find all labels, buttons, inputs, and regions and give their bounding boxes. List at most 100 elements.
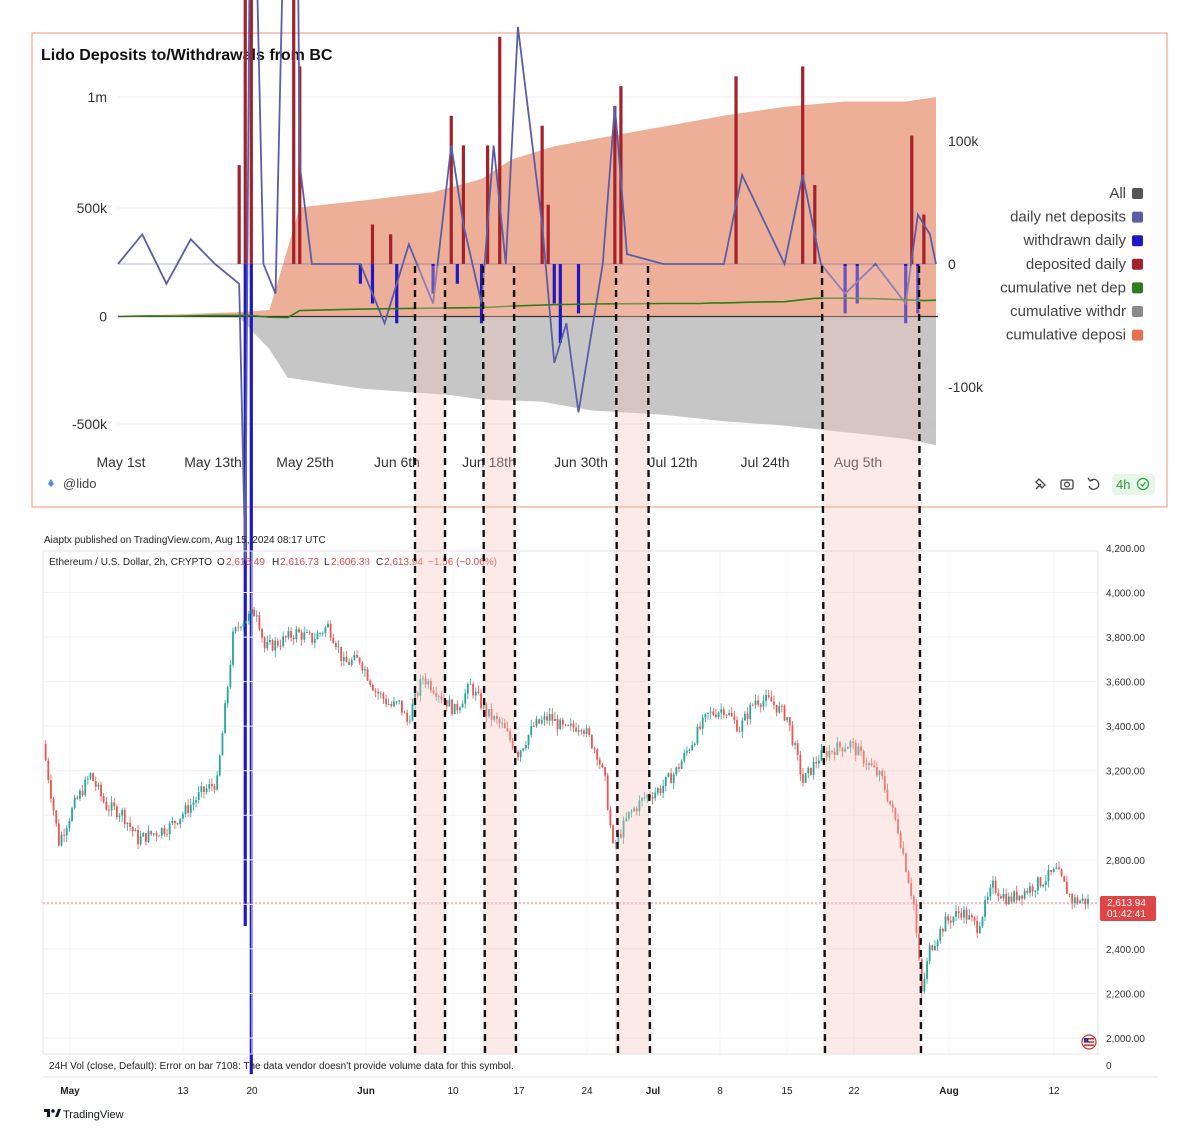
legend-swatch[interactable] xyxy=(1132,258,1143,270)
price-candle-body xyxy=(978,926,981,934)
price-candle-body xyxy=(897,819,899,833)
legend-swatch[interactable] xyxy=(1132,329,1143,341)
price-candle-body xyxy=(145,833,147,843)
price-candle-body xyxy=(947,916,950,921)
price-candle-body xyxy=(910,883,913,896)
legend-swatch[interactable] xyxy=(1132,211,1143,223)
price-candle-body xyxy=(437,696,440,697)
deposited-daily-bar xyxy=(461,145,465,264)
published-note: Aiaptx published on TradingView.com, Aug… xyxy=(44,535,326,546)
highlight-band xyxy=(415,266,445,1054)
price-candle-body xyxy=(1023,890,1026,899)
price-candle-body xyxy=(715,714,717,718)
price-candle-body xyxy=(986,896,989,901)
price-candle-body xyxy=(189,804,192,813)
withdrawn-daily-bar xyxy=(455,264,459,284)
price-candle-body xyxy=(862,751,865,764)
price-candle-body xyxy=(221,733,224,756)
price-candle-body xyxy=(503,722,506,729)
price-candle-body xyxy=(464,693,467,704)
price-candle-body xyxy=(327,623,329,628)
price-candle-body xyxy=(113,802,116,807)
price-candle-body xyxy=(63,834,66,836)
deposited-daily-bar xyxy=(813,184,817,264)
price-candle-body xyxy=(324,627,327,633)
withdrawn-daily-bar xyxy=(395,264,399,324)
price-candle-body xyxy=(1031,886,1034,892)
price-candle-body xyxy=(382,693,385,699)
price-candle-body xyxy=(596,749,599,760)
price-candle-body xyxy=(810,767,812,775)
deposited-daily-bar xyxy=(389,234,393,264)
price-candle-body xyxy=(65,828,68,836)
price-candle-body xyxy=(224,703,226,734)
price-candle-body xyxy=(361,662,364,671)
price-candle-body xyxy=(807,767,810,774)
price-candle-body xyxy=(868,763,870,765)
price-candle-body xyxy=(915,904,918,933)
price-candle-body xyxy=(522,748,525,751)
price-candle-body xyxy=(638,800,641,812)
top-legend[interactable]: All daily net deposits withdrawn daily depo… xyxy=(1000,185,1143,344)
price-candle-body xyxy=(905,853,907,872)
withdrawn-daily-bar xyxy=(558,264,562,344)
price-candle-body xyxy=(247,613,250,621)
price-candle-body xyxy=(960,913,963,918)
pin-icon[interactable] xyxy=(1035,478,1046,490)
price-candle-body xyxy=(968,915,971,920)
reset-icon[interactable] xyxy=(1087,477,1100,490)
price-candle-body xyxy=(944,916,947,932)
time-axis-tick: 8 xyxy=(717,1086,723,1097)
price-candle-body xyxy=(474,691,477,696)
price-candle-body xyxy=(583,730,585,734)
price-candle-body xyxy=(870,763,873,766)
legend-swatch[interactable] xyxy=(1132,282,1143,294)
price-candle-body xyxy=(232,631,234,665)
price-candle-body xyxy=(263,637,266,649)
legend-label: cumulative withdr xyxy=(1010,303,1126,320)
legend-swatch[interactable] xyxy=(1132,235,1143,247)
price-candle-body xyxy=(477,691,480,694)
price-candle-body xyxy=(926,961,928,980)
price-candle-body xyxy=(894,807,897,820)
price-candle-body xyxy=(274,640,277,651)
price-axis-tick: 2,000.00 xyxy=(1106,1034,1145,1045)
price-candle-body xyxy=(366,669,369,681)
price-candle-body xyxy=(411,704,414,721)
price-candle-body xyxy=(625,818,628,821)
deposited-daily-bar xyxy=(734,76,738,264)
price-candle-body xyxy=(907,871,910,884)
camera-icon[interactable] xyxy=(1060,479,1074,490)
price-candle-body xyxy=(559,719,562,730)
withdrawn-daily-bar xyxy=(855,264,859,304)
price-candle-body xyxy=(295,629,298,640)
price-candle-body xyxy=(493,716,496,720)
price-candle-body xyxy=(973,917,976,921)
price-candle-body xyxy=(210,784,213,787)
price-candle-body xyxy=(1002,893,1005,899)
price-candle-body xyxy=(802,774,804,783)
legend-swatch[interactable] xyxy=(1132,306,1143,317)
price-candle-body xyxy=(1076,897,1079,903)
price-candle-body xyxy=(279,645,282,647)
price-candle-body xyxy=(416,693,419,696)
price-candle-body xyxy=(883,776,886,790)
ohlc-open: 2,615.49 xyxy=(226,557,265,568)
price-candle-body xyxy=(448,699,451,707)
time-axis-tick: 17 xyxy=(513,1086,525,1097)
price-candle-body xyxy=(385,698,387,705)
price-candle-body xyxy=(725,714,728,716)
price-candle-body xyxy=(641,797,643,801)
price-candle-body xyxy=(931,945,934,951)
price-axis-tick: 2,800.00 xyxy=(1106,856,1145,867)
price-candle-body xyxy=(350,659,353,665)
price-candle-body xyxy=(746,713,749,720)
price-candle-body xyxy=(451,699,453,715)
legend-swatch[interactable] xyxy=(1132,188,1143,199)
price-candle-body xyxy=(733,716,736,721)
price-candle-body xyxy=(875,767,878,776)
withdrawn-daily-bar xyxy=(370,264,375,304)
x-axis-tick: Jul 24th xyxy=(740,454,789,470)
withdrawn-daily-bar xyxy=(904,264,908,324)
ohlc-low-label: L xyxy=(324,557,330,568)
